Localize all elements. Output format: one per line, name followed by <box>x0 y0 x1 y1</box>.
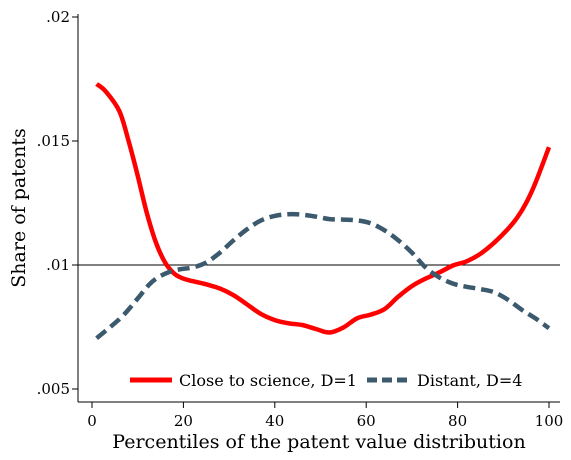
y-tick-label: .005 <box>37 380 70 398</box>
y-ticks: .005 .01 .015 .02 <box>37 8 78 398</box>
axes: .005 .01 .015 .02 0 20 40 60 80 100 <box>37 8 564 430</box>
legend-label-distant: Distant, D=4 <box>417 371 522 390</box>
legend-label-close-to-science: Close to science, D=1 <box>179 371 357 390</box>
x-tick-label: 100 <box>535 412 564 430</box>
y-tick-label: .015 <box>37 132 70 150</box>
series-layer <box>95 82 552 340</box>
y-tick-label: .02 <box>46 8 70 26</box>
y-axis-title: Share of patents <box>8 128 30 287</box>
x-axis-title: Percentiles of the patent value distribu… <box>112 431 525 453</box>
legend: Close to science, D=1 Distant, D=4 <box>130 371 522 390</box>
series-line-close-to-science <box>95 82 552 335</box>
x-tick-label: 60 <box>357 412 376 430</box>
x-tick-label: 20 <box>174 412 193 430</box>
x-tick-label: 40 <box>265 412 284 430</box>
y-tick-label: .01 <box>46 256 70 274</box>
x-tick-label: 0 <box>87 412 97 430</box>
x-ticks: 0 20 40 60 80 100 <box>87 402 563 430</box>
series-line-distant <box>95 211 551 340</box>
x-tick-label: 80 <box>448 412 467 430</box>
